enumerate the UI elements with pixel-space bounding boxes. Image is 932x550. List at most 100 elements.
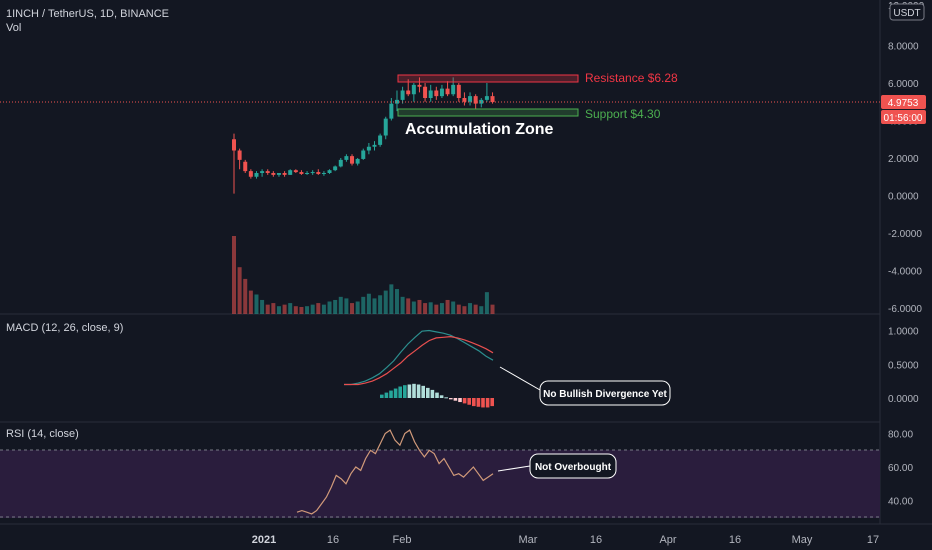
macd-callout-text: No Bullish Divergence Yet [543,389,667,400]
volume-bar [479,306,484,314]
candle-body [265,171,270,173]
macd-histogram-bar [439,395,444,398]
candle-body [271,173,276,175]
volume-bar [411,301,416,314]
macd-histogram-bar [421,385,425,398]
volume-bar [327,301,332,314]
volume-bar [445,299,450,314]
volume-bar [248,290,253,314]
time-axis-tick: Apr [659,534,676,546]
candle-body [316,172,321,174]
macd-histogram-bar [458,398,462,403]
volume-bar [366,293,371,314]
resistance-label: Resistance $6.28 [585,71,678,85]
macd-axis-tick: 0.5000 [888,360,919,371]
countdown-value: 01:56:00 [884,113,923,124]
countdown-tag [881,110,926,124]
macd-axis-tick: 1.0000 [888,327,919,338]
macd-histogram-bar [384,392,389,398]
volume-bar [417,299,422,314]
candle-body [293,170,298,173]
rsi-axis-tick: 80.00 [888,430,913,441]
volume-bar [288,303,293,314]
macd-callout-pointer [499,366,541,391]
volume-bar [451,301,456,314]
candle-body [305,173,310,174]
macd-histogram-bar [485,398,490,408]
volume-bar [394,289,399,314]
macd-histogram-bar [416,384,421,398]
candle-body [237,150,242,160]
macd-histogram-bar [430,389,435,398]
candle-body [321,173,326,174]
candle-body [254,173,259,177]
candle-body [428,90,433,98]
candle-body [389,103,394,119]
volume-bar [276,306,281,314]
price-axis-tick: 0.0000 [888,192,919,203]
accumulation-zone-label: Accumulation Zone [405,121,554,138]
volume-bar [400,296,405,314]
candle-body [417,84,422,87]
macd-histogram-bar [467,398,471,405]
candle-body [276,173,281,175]
volume-bar [237,267,242,314]
candle-body [462,98,467,102]
price-tag [881,95,926,109]
macd-histogram-bar [462,398,467,404]
rsi-title: RSI (14, close) [6,428,79,440]
price-axis-tick: 6.0000 [888,79,919,90]
time-axis-tick: 16 [729,534,741,546]
candle-body [288,170,293,175]
macd-histogram-bar [476,398,481,407]
currency-badge[interactable] [889,3,925,21]
rsi-axis-tick: 60.00 [888,463,913,474]
candle-body [378,135,383,145]
candle-body [423,86,428,98]
volume-bar [232,236,236,314]
candle-body [248,171,253,177]
candle-body [383,118,388,136]
volume-bar [265,304,270,314]
macd-histogram-bar [453,398,458,401]
candle-body [327,170,332,173]
symbol-title: 1INCH / TetherUS, 1D, BINANCE [6,8,169,20]
volume-bar [378,295,383,314]
time-axis-tick: 16 [327,534,339,546]
support-label: Support $4.30 [585,107,661,121]
macd-histogram-bar [435,392,439,398]
macd-title: MACD (12, 26, close, 9) [6,322,123,334]
volume-bar [260,299,265,314]
volume-bar [293,306,298,314]
rsi-callout-box[interactable] [529,453,617,479]
volume-bar [456,304,461,314]
support-box[interactable] [397,108,579,117]
macd-histogram-bar [403,385,407,398]
rsi-callout-pointer [497,465,531,472]
candle-body [439,88,444,97]
candle-body [479,99,484,104]
volume-bar [344,298,349,314]
macd-callout-box[interactable] [539,380,671,406]
candle-body [310,172,315,174]
candle-body [372,144,377,147]
price-tag-value: 4.9753 [888,98,919,109]
signal-line [344,335,494,386]
candle-body [243,161,248,172]
volume-bar [333,299,338,314]
candle-body [361,150,366,159]
candle-body [355,158,360,164]
rsi-callout-text: Not Overbought [535,462,612,473]
volume-bar [254,294,259,314]
candle-body [260,171,265,173]
price-axis-tick: -6.0000 [888,304,922,315]
currency-badge-label: USDT [893,8,920,19]
volume-bar [316,303,321,314]
macd-histogram-bar [490,398,494,407]
resistance-box[interactable] [397,74,579,83]
candle-body [333,166,338,171]
candle-body [484,96,489,100]
volume-label: Vol [6,22,21,34]
